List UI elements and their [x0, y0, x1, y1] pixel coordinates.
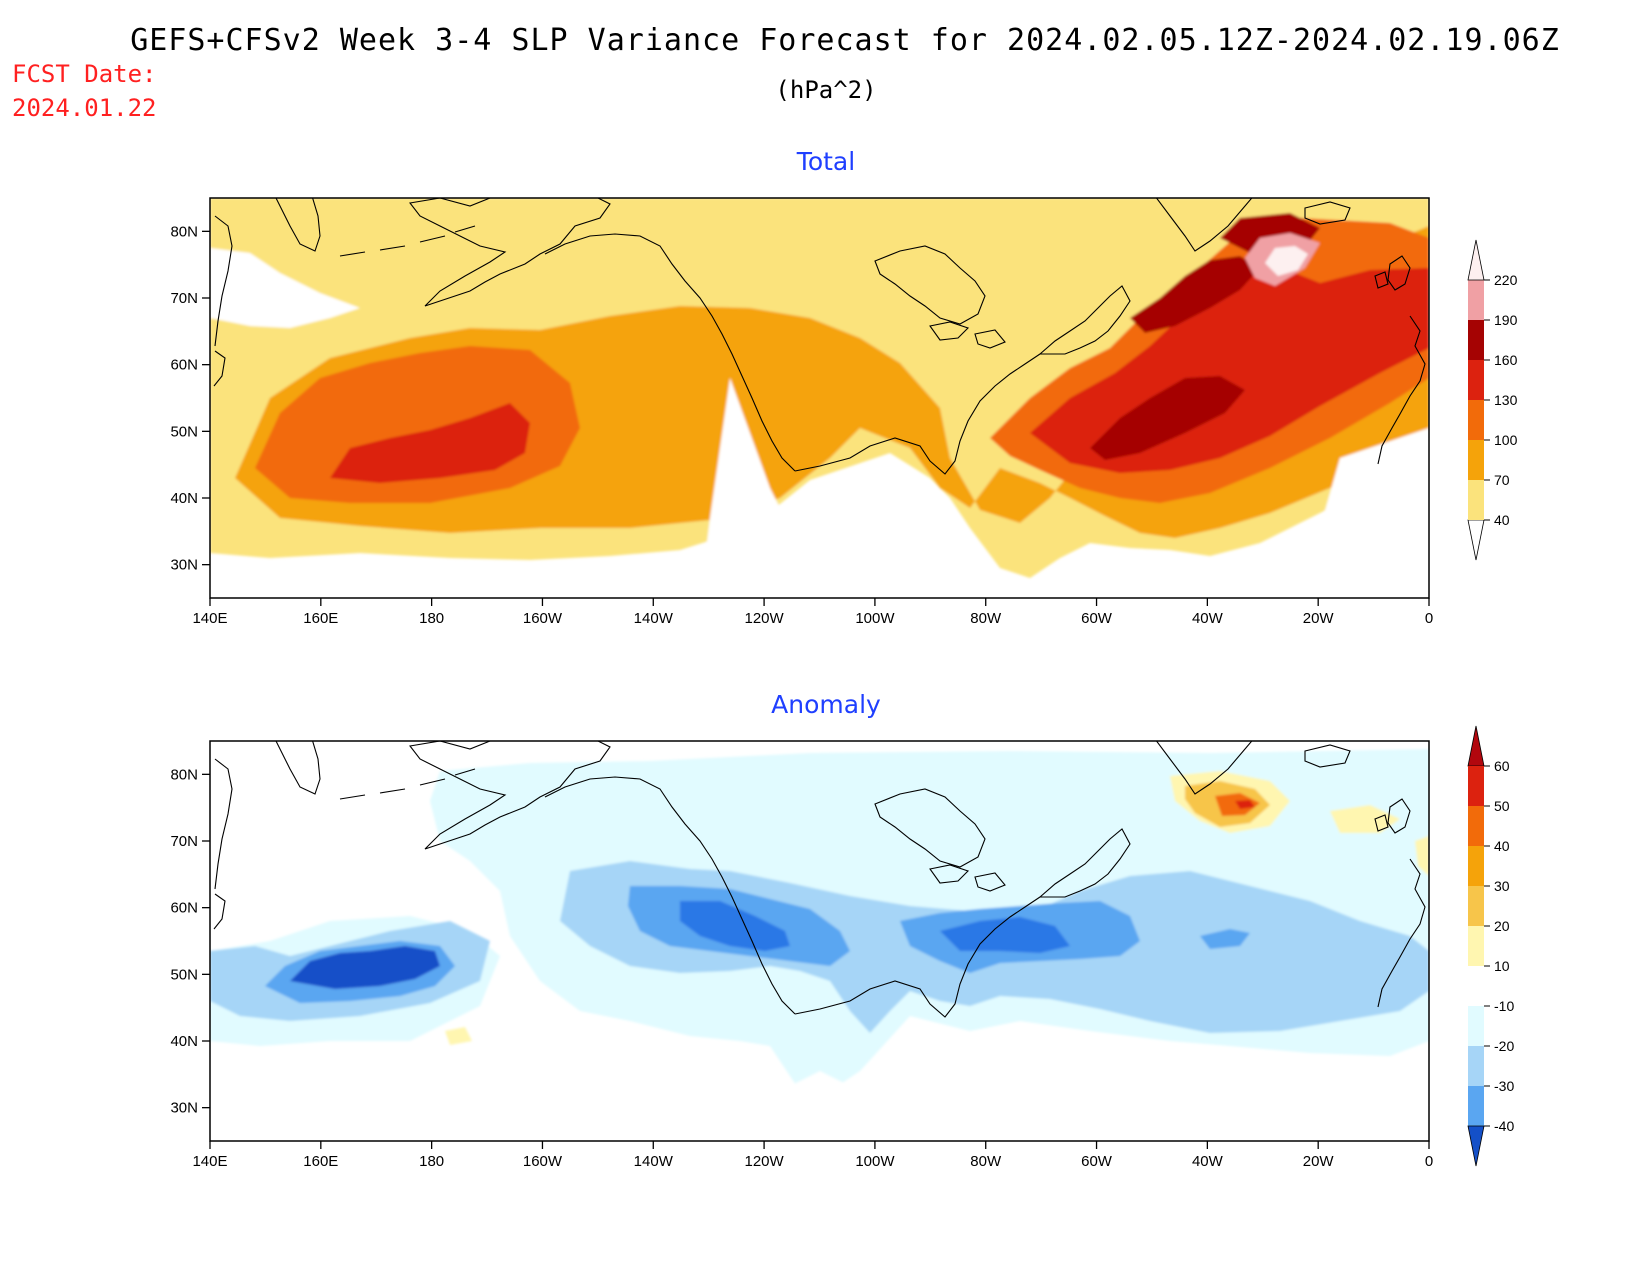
x-tick-label: 180 [419, 1153, 444, 1170]
colorbar-label: 190 [1494, 312, 1518, 328]
colorbar-label: -20 [1494, 1038, 1514, 1054]
x-tick-label: 60W [1081, 610, 1113, 627]
x-tick-label: 160E [303, 610, 338, 627]
x-tick-label: 40W [1192, 610, 1224, 627]
x-tick-label: 140W [634, 1153, 674, 1170]
colorbar-label: 130 [1494, 392, 1518, 408]
x-tick-label: 0 [1425, 610, 1433, 627]
colorbar-label: 50 [1494, 798, 1510, 814]
total-axis-ticks: 140E 160E 180 160W 140W 120W 100W 80W 60W 40W 20W 0… [170, 223, 1433, 627]
colorbar-label: 40 [1494, 838, 1510, 854]
fcst-date-value: 2024.01.22 [12, 94, 157, 122]
x-tick-label: 100W [855, 610, 895, 627]
chart-title: GEFS+CFSv2 Week 3-4 SLP Variance Forecas… [130, 23, 1560, 58]
colorbar-end-high [1467, 725, 1485, 767]
y-tick-label: 80N [170, 766, 198, 783]
colorbar-end-low [1467, 1125, 1485, 1167]
x-tick-label: 20W [1303, 1153, 1335, 1170]
anomaly-map-field [210, 741, 1429, 1141]
colorbar-swatch [1468, 1046, 1484, 1086]
colorbar-end-low [1467, 519, 1485, 561]
colorbar-swatch [1468, 1006, 1484, 1046]
y-tick-label: 60N [170, 900, 198, 917]
y-tick-label: 50N [170, 423, 198, 440]
anomaly-axis-ticks: 140E 160E 180 160W 140W 120W 100W 80W 60W 40W 20W 0… [170, 766, 1433, 1170]
x-tick-label: 160E [303, 1153, 338, 1170]
x-tick-label: 180 [419, 610, 444, 627]
colorbar-swatch [1468, 1086, 1484, 1126]
x-tick-label: 160W [523, 610, 563, 627]
x-tick-label: 140W [634, 610, 674, 627]
y-tick-label: 80N [170, 223, 198, 240]
y-tick-label: 60N [170, 357, 198, 374]
colorbar-swatch [1468, 280, 1484, 320]
fcst-date-label: FCST Date: [12, 60, 157, 88]
colorbar-label: -40 [1494, 1118, 1514, 1134]
x-tick-label: 40W [1192, 1153, 1224, 1170]
y-tick-label: 30N [170, 1100, 198, 1117]
y-tick-label: 70N [170, 290, 198, 307]
colorbar-swatch [1468, 320, 1484, 360]
colorbar-swatch [1468, 360, 1484, 400]
x-tick-label: 100W [855, 1153, 895, 1170]
y-tick-label: 50N [170, 966, 198, 983]
total-map-frame [209, 197, 1430, 599]
x-tick-label: 20W [1303, 610, 1335, 627]
y-tick-label: 70N [170, 833, 198, 850]
colorbar-swatch [1468, 400, 1484, 440]
colorbar-swatch [1468, 806, 1484, 846]
colorbar-swatch [1468, 926, 1484, 966]
x-tick-label: 80W [970, 1153, 1002, 1170]
y-tick-label: 40N [170, 490, 198, 507]
x-tick-label: 80W [970, 610, 1002, 627]
anomaly-colorbar: 60 50 40 30 20 10 -10 -20 -30 -40 [1467, 725, 1514, 1167]
colorbar-label: 220 [1494, 272, 1518, 288]
colorbar-swatch [1468, 440, 1484, 480]
colorbar-label: 100 [1494, 432, 1518, 448]
total-colorbar: 40 70 100 130 160 190 220 [1467, 239, 1518, 561]
anomaly-map-frame [209, 740, 1430, 1142]
x-tick-label: 160W [523, 1153, 563, 1170]
colorbar-label: 10 [1494, 958, 1510, 974]
colorbar-label: 40 [1494, 512, 1510, 528]
panel-title-total: Total [796, 147, 855, 176]
colorbar-label: 20 [1494, 918, 1510, 934]
x-tick-label: 120W [744, 1153, 784, 1170]
colorbar-label: -30 [1494, 1078, 1514, 1094]
colorbar-swatch [1468, 766, 1484, 806]
y-tick-label: 30N [170, 557, 198, 574]
x-tick-label: 0 [1425, 1153, 1433, 1170]
colorbar-label: 30 [1494, 878, 1510, 894]
y-tick-label: 40N [170, 1033, 198, 1050]
colorbar-swatch [1468, 846, 1484, 886]
colorbar-label: 160 [1494, 352, 1518, 368]
colorbar-end-high [1467, 239, 1485, 281]
colorbar-label: 60 [1494, 758, 1510, 774]
colorbar-swatch [1468, 886, 1484, 926]
colorbar-swatch [1468, 480, 1484, 520]
x-tick-label: 140E [192, 610, 227, 627]
units-label: (hPa^2) [775, 76, 876, 104]
colorbar-swatch [1468, 966, 1484, 1006]
panel-title-anomaly: Anomaly [771, 690, 881, 719]
x-tick-label: 60W [1081, 1153, 1113, 1170]
x-tick-label: 120W [744, 610, 784, 627]
colorbar-label: 70 [1494, 472, 1510, 488]
total-map-field [210, 198, 1429, 598]
x-tick-label: 140E [192, 1153, 227, 1170]
colorbar-label: -10 [1494, 998, 1514, 1014]
